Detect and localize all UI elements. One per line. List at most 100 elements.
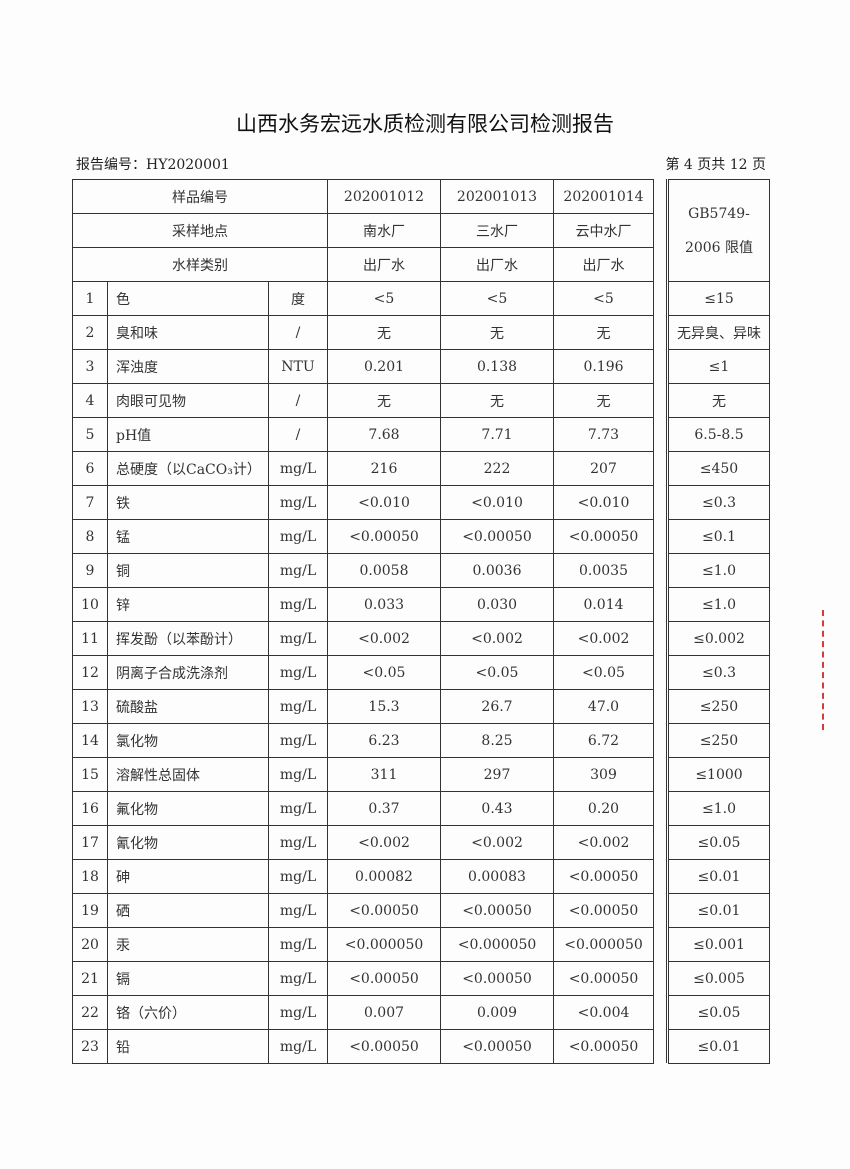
sample-value: <0.010 [440,485,554,520]
sample-value: <0.000050 [440,927,554,962]
item-number: 20 [72,927,108,962]
item-unit: mg/L [268,961,328,996]
sample-value: 0.00083 [440,859,554,894]
limit-value: ≤0.05 [668,825,770,860]
item-number: 14 [72,723,108,758]
item-number: 4 [72,383,108,418]
item-name: 砷 [107,859,269,894]
sample-value: <0.000050 [327,927,441,962]
sample-value: 0.0058 [327,553,441,588]
table-row: 11 挥发酚（以苯酚计） mg/L <0.002 <0.002 <0.002 [72,621,654,656]
item-name: 锰 [107,519,269,554]
item-number: 10 [72,587,108,622]
item-number: 7 [72,485,108,520]
sample-value: 47.0 [553,689,654,724]
sample-value: <0.00050 [553,961,654,996]
sample-value: 7.73 [553,417,654,452]
item-number: 3 [72,349,108,384]
limit-value: ≤250 [668,689,770,724]
item-name: 氯化物 [107,723,269,758]
limit-row: ≤0.3 [668,655,770,690]
item-name: 铬（六价） [107,995,269,1030]
table-row: 8 锰 mg/L <0.00050 <0.00050 <0.00050 [72,519,654,554]
sample-value: <0.010 [553,485,654,520]
sample-value: <0.004 [553,995,654,1030]
sample-value: 0.030 [440,587,554,622]
item-name: 硒 [107,893,269,928]
item-number: 8 [72,519,108,554]
limit-value: ≤1.0 [668,553,770,588]
sample-value: 0.033 [327,587,441,622]
sample-value: 无 [440,383,554,418]
table-row: 1 色度 <5 <5 <5 [72,281,654,316]
limit-row: ≤0.005 [668,961,770,996]
sample-value: <0.002 [327,621,441,656]
limit-value: ≤1 [668,349,770,384]
sample-value: <0.00050 [327,519,441,554]
item-name: 铜 [107,553,269,588]
limit-value: 无 [668,383,770,418]
sample-value: <0.010 [327,485,441,520]
sample-type: 出厂水 [440,247,554,282]
sample-type: 出厂水 [553,247,654,282]
report-title: 山西水务宏远水质检测有限公司检测报告 [236,112,614,136]
sample-value: 7.68 [327,417,441,452]
sample-location: 南水厂 [327,213,441,248]
sample-value: <0.00050 [553,519,654,554]
sample-value: <0.002 [553,825,654,860]
limit-row: ≤1.0 [668,553,770,588]
table-row: 10 锌 mg/L 0.033 0.030 0.014 [72,587,654,622]
item-name: 氰化物 [107,825,269,860]
item-number: 18 [72,859,108,894]
sample-value: <0.00050 [440,1029,554,1064]
sample-location: 云中水厂 [553,213,654,248]
limit-row: ≤250 [668,689,770,724]
sample-value: 0.007 [327,995,441,1030]
sample-value: <0.00050 [553,1029,654,1064]
table-row: 3 浑浊度 NTU 0.201 0.138 0.196 [72,349,654,384]
location-label: 采样地点 [72,213,328,248]
sample-value: <0.00050 [440,519,554,554]
limit-value: ≤450 [668,451,770,486]
item-unit: mg/L [268,791,328,826]
sample-value: 0.43 [440,791,554,826]
limit-header-row: GB5749- 2006 限值 [668,179,770,282]
item-unit: NTU [268,349,328,384]
item-name: 氟化物 [107,791,269,826]
limit-value: ≤0.3 [668,485,770,520]
item-number: 2 [72,315,108,350]
item-unit: mg/L [268,1029,328,1064]
item-name: 镉 [107,961,269,996]
sample-value: <5 [553,281,654,316]
limit-row: ≤0.01 [668,893,770,928]
item-number: 1 [72,281,108,316]
sample-value: <0.00050 [553,859,654,894]
table-row: 23 铅 mg/L <0.00050 <0.00050 <0.00050 [72,1029,654,1064]
limit-value: ≤0.01 [668,1029,770,1064]
item-number: 12 [72,655,108,690]
item-unit: / [268,417,328,452]
column-gap [653,179,667,1063]
limit-row: ≤0.002 [668,621,770,656]
table-row: 19 硒 mg/L <0.00050 <0.00050 <0.00050 [72,893,654,928]
limit-value: ≤0.002 [668,621,770,656]
sample-value: 7.71 [440,417,554,452]
item-unit: 度 [268,281,328,316]
table-row: 12 阴离子合成洗涤剂 mg/L <0.05 <0.05 <0.05 [72,655,654,690]
sample-value: <0.002 [440,825,554,860]
sample-value: <5 [440,281,554,316]
item-number: 23 [72,1029,108,1064]
item-unit: mg/L [268,893,328,928]
sample-value: 0.0036 [440,553,554,588]
item-number: 21 [72,961,108,996]
sample-value: 207 [553,451,654,486]
sample-value: <0.05 [327,655,441,690]
sample-value: 无 [327,315,441,350]
sample-id: 202001012 [327,179,441,214]
sample-location: 三水厂 [440,213,554,248]
sample-value: 8.25 [440,723,554,758]
sample-value: 无 [553,383,654,418]
limit-row: ≤15 [668,281,770,316]
limit-header-line2: 2006 限值 [684,239,754,256]
sample-value: 无 [327,383,441,418]
